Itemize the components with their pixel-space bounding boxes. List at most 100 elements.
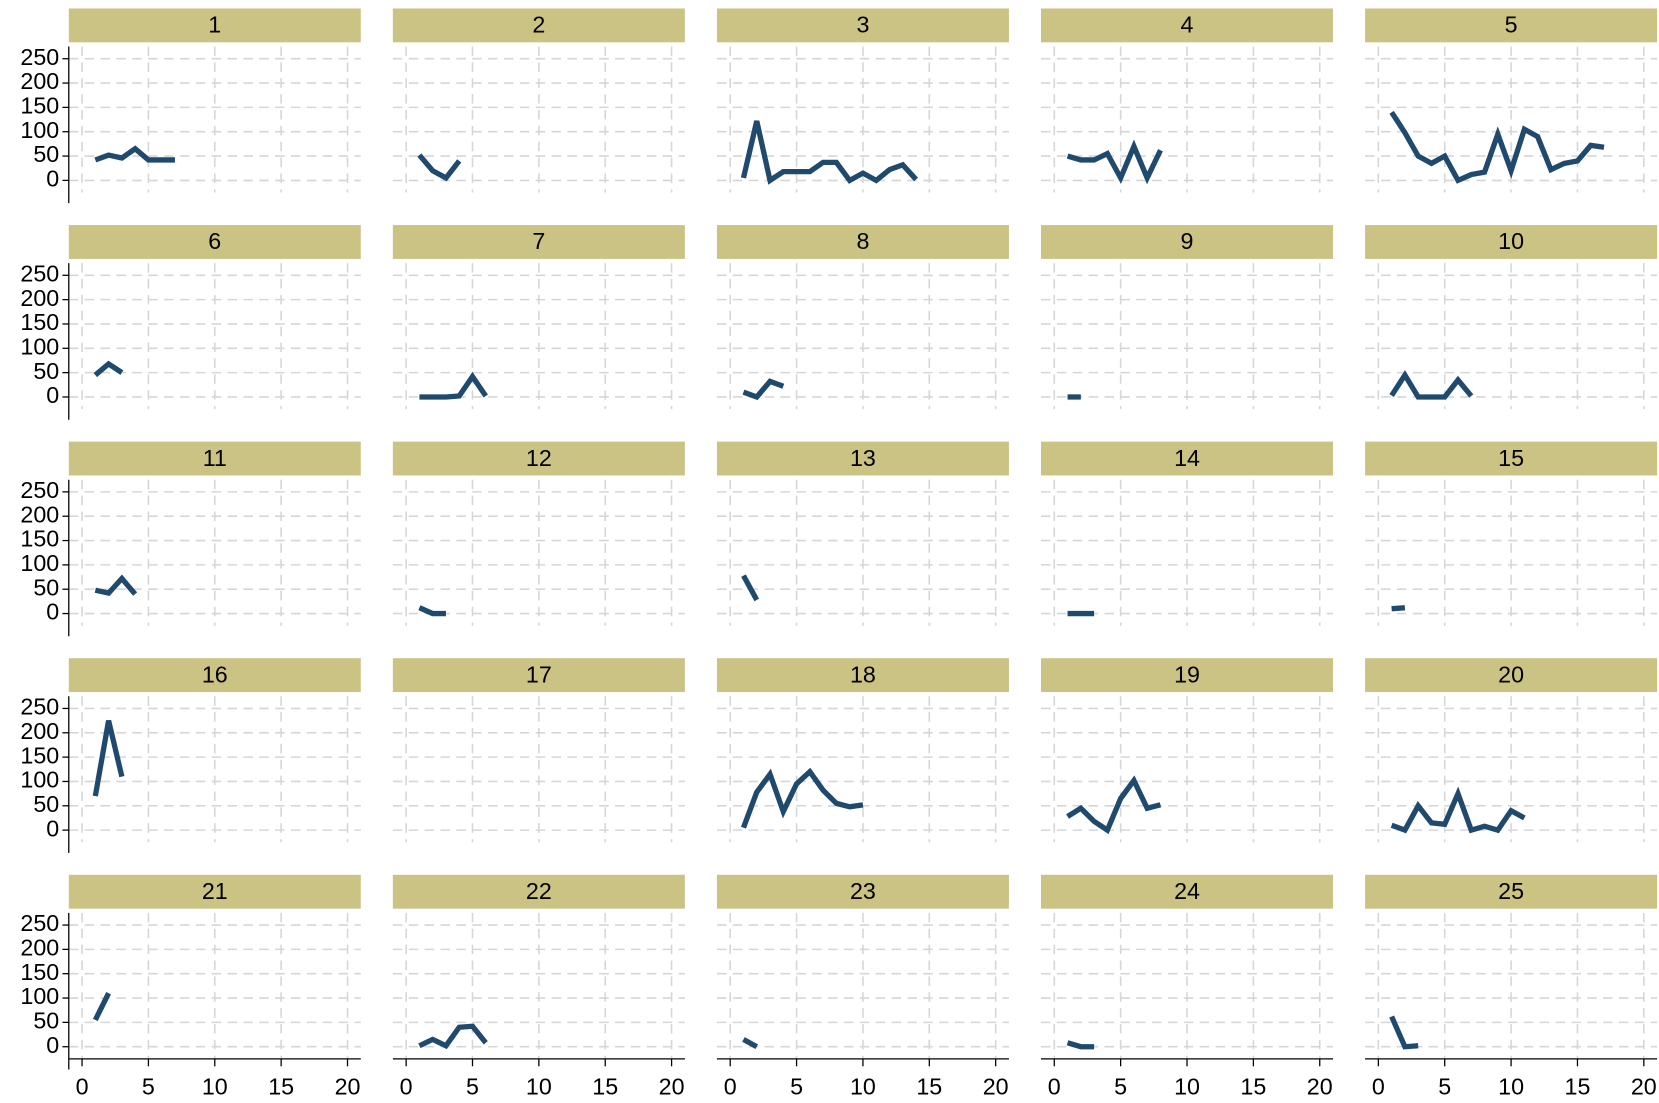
y-tick-label: 200 [20, 501, 59, 527]
panel-title: 10 [1498, 228, 1524, 254]
data-line [1391, 605, 1406, 612]
y-tick-label: 150 [20, 742, 59, 768]
strip [716, 441, 1009, 476]
x-tick-label: 20 [335, 1074, 361, 1100]
data-line [740, 120, 918, 185]
x-tick-label: 0 [400, 1074, 413, 1100]
y-tick-label: 200 [20, 285, 59, 311]
strip [68, 874, 361, 909]
y-tick-label: 250 [20, 260, 59, 286]
panel-title: 24 [1174, 878, 1200, 904]
y-tick-label: 100 [20, 767, 59, 793]
strip [392, 658, 685, 693]
panel-title: 16 [202, 661, 228, 687]
panel-title: 20 [1498, 661, 1524, 687]
y-tick-label: 0 [46, 166, 59, 192]
strip [392, 225, 685, 259]
x-tick-label: 5 [142, 1074, 155, 1100]
x-tick-label: 15 [1240, 1074, 1266, 1100]
strip [1365, 874, 1658, 909]
x-tick-label: 5 [1114, 1074, 1127, 1100]
strip [1041, 658, 1334, 693]
panel-title: 5 [1505, 12, 1518, 38]
data-line [1066, 775, 1162, 835]
strip [1365, 441, 1658, 476]
data-line [92, 720, 125, 797]
panel-title: 15 [1498, 445, 1524, 471]
strip [1041, 874, 1334, 909]
x-tick-label: 0 [76, 1074, 89, 1100]
y-tick-label: 150 [20, 93, 59, 119]
strip [1365, 8, 1658, 43]
panel-title: 4 [1181, 12, 1194, 38]
y-tick-label: 150 [20, 309, 59, 335]
data-line [92, 992, 111, 1022]
x-tick-label: 10 [526, 1074, 552, 1100]
data-line [1389, 370, 1474, 400]
strip [68, 225, 361, 259]
y-tick-label: 50 [33, 358, 59, 384]
y-tick-label: 100 [20, 333, 59, 359]
y-tick-label: 100 [20, 117, 59, 143]
strip [392, 8, 685, 43]
y-tick-label: 250 [20, 910, 59, 936]
data-line [94, 145, 175, 163]
strip [716, 8, 1009, 43]
x-tick-label: 15 [268, 1074, 294, 1100]
x-tick-label: 10 [1174, 1074, 1200, 1100]
panel-title: 23 [850, 878, 876, 904]
panel-title: 7 [532, 228, 545, 254]
y-tick-label: 0 [46, 1032, 59, 1058]
x-tick-label: 10 [1498, 1074, 1524, 1100]
strip [716, 658, 1009, 693]
strip [68, 441, 361, 476]
panel-title: 21 [202, 878, 228, 904]
strip [68, 658, 361, 693]
data-line [93, 360, 124, 378]
panel-title: 2 [532, 12, 545, 38]
y-tick-label: 200 [20, 718, 59, 744]
y-tick-label: 100 [20, 550, 59, 576]
data-line [1389, 110, 1605, 184]
y-tick-label: 0 [46, 599, 59, 625]
strip [392, 874, 685, 909]
panel-title: 14 [1174, 445, 1200, 471]
strip [68, 8, 361, 43]
panel-title: 6 [208, 228, 221, 254]
y-tick-label: 100 [20, 983, 59, 1009]
x-tick-label: 5 [466, 1074, 479, 1100]
x-tick-label: 5 [790, 1074, 803, 1100]
data-line [418, 605, 446, 617]
panel-title: 11 [203, 445, 227, 471]
strip [1365, 225, 1658, 259]
y-tick-label: 200 [20, 68, 59, 94]
y-tick-label: 250 [20, 477, 59, 503]
x-tick-label: 0 [1048, 1074, 1061, 1100]
strip [716, 225, 1009, 259]
data-line [1390, 786, 1526, 834]
x-tick-label: 10 [202, 1074, 228, 1100]
data-line [1066, 139, 1163, 185]
data-line [742, 378, 785, 401]
y-tick-label: 50 [33, 574, 59, 600]
panel-title: 12 [526, 445, 552, 471]
y-tick-label: 250 [20, 44, 59, 70]
data-line [94, 574, 138, 597]
data-line [742, 1037, 759, 1050]
x-tick-label: 20 [1631, 1074, 1657, 1100]
y-tick-label: 200 [20, 935, 59, 961]
y-tick-label: 150 [20, 959, 59, 985]
y-tick-label: 150 [20, 526, 59, 552]
strip [1365, 658, 1658, 693]
y-tick-label: 0 [46, 815, 59, 841]
y-tick-label: 50 [33, 1008, 59, 1034]
strip [392, 441, 685, 476]
panel-title: 3 [856, 12, 869, 38]
x-tick-label: 20 [983, 1074, 1009, 1100]
y-tick-label: 50 [33, 141, 59, 167]
x-tick-label: 20 [659, 1074, 685, 1100]
y-tick-label: 50 [33, 791, 59, 817]
strip [1041, 441, 1334, 476]
